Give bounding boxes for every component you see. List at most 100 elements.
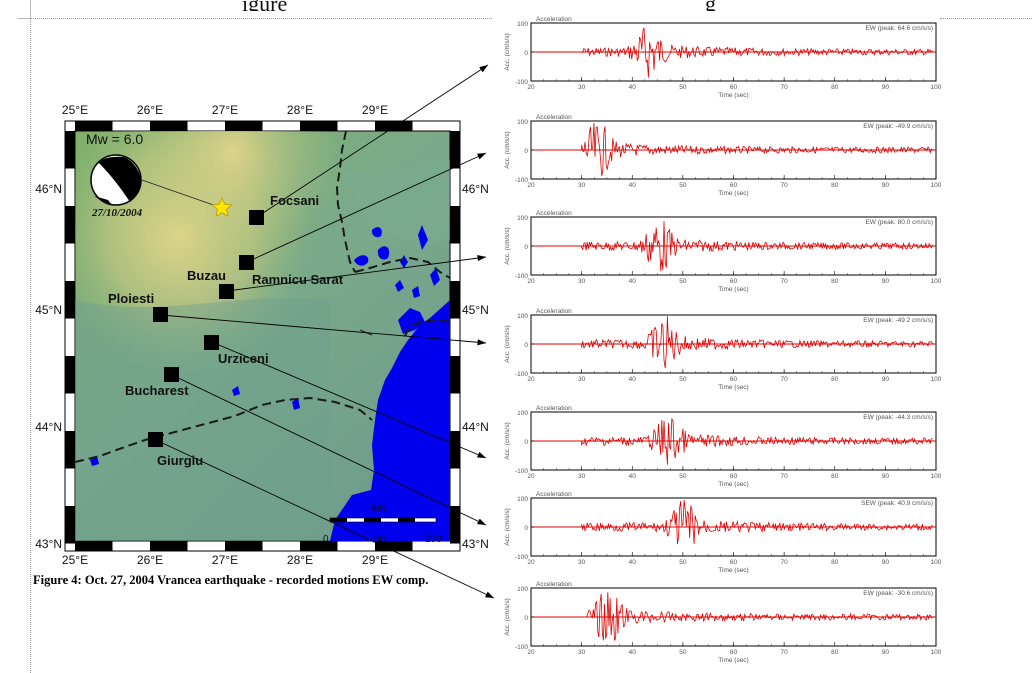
- svg-text:45°N: 45°N: [35, 303, 62, 317]
- leader-line: [256, 64, 489, 218]
- plot-giurgiu: Acceleration EW (peak: -30.6 cm/s/s) Acc. …: [504, 581, 942, 664]
- station-marker-focsani: [249, 210, 264, 225]
- lat-ticks-right: 46°N 45°N 44°N 43°N: [462, 182, 489, 551]
- leader-line: [246, 152, 487, 263]
- leader-lines: [155, 64, 495, 599]
- y-tick-label: 0: [524, 615, 528, 622]
- y-tick-label: 0: [524, 439, 528, 446]
- plot-title: Acceleration: [536, 210, 572, 217]
- acceleration-trace: [581, 499, 933, 545]
- x-tick-label: 90: [882, 376, 890, 383]
- x-tick-label: 50: [679, 182, 687, 189]
- y-tick-label: 0: [524, 525, 528, 532]
- x-tick-label: 60: [730, 649, 738, 656]
- x-tick-label: 100: [931, 649, 942, 656]
- x-tick-label: 100: [931, 84, 942, 91]
- acceleration-trace: [581, 316, 933, 369]
- x-tick-label: 50: [679, 376, 687, 383]
- header-fragment-right: g: [705, 0, 716, 11]
- acceleration-trace: [586, 592, 934, 641]
- plot-legend: EW (peak: -30.6 cm/s/s): [863, 590, 933, 597]
- y-tick-label: 100: [517, 586, 528, 593]
- x-tick-label: 40: [629, 473, 637, 480]
- arrow-head-icon: [477, 153, 486, 160]
- scale-tick-0: 0: [323, 534, 329, 545]
- y-tick-label: -100: [515, 644, 528, 651]
- x-tick-label: 40: [629, 182, 637, 189]
- x-tick-label: 70: [781, 84, 789, 91]
- y-tick-label: 100: [517, 313, 528, 320]
- x-tick-label: 90: [882, 84, 890, 91]
- y-tick-label: 100: [517, 215, 528, 222]
- plot-legend: SEW (peak: 40.9 cm/s/s): [861, 500, 933, 507]
- arrow-head-icon: [477, 518, 486, 525]
- svg-text:28°E: 28°E: [287, 103, 313, 117]
- svg-text:25°E: 25°E: [62, 553, 88, 567]
- page-top-guide-right: [940, 18, 1032, 19]
- city-label-ramnicu-sarat: Ramnicu Sarat: [252, 272, 344, 287]
- black-sea: [330, 300, 450, 541]
- plot-bucharest: Acceleration SEW (peak: 40.9 cm/s/s) Acc. …: [504, 491, 942, 574]
- leader-line: [160, 314, 487, 344]
- y-axis-label: Acc. (cm/s/s): [504, 131, 511, 169]
- plot-title: Acceleration: [536, 405, 572, 412]
- event-date-label: 27/10/2004: [91, 207, 143, 219]
- plot-urziceni: Acceleration EW (peak: -44.3 cm/s/s) Acc. …: [504, 405, 942, 488]
- y-tick-label: -100: [515, 177, 528, 184]
- x-axis-label: Time (sec): [718, 190, 748, 197]
- map-body: [75, 131, 450, 541]
- station-marker-ploiesti: [153, 307, 168, 322]
- city-label-focsani: Focsani: [270, 193, 319, 208]
- acceleration-trace: [581, 221, 933, 271]
- x-tick-label: 50: [679, 559, 687, 566]
- x-tick-label: 30: [578, 182, 586, 189]
- plot-title: Acceleration: [536, 581, 572, 588]
- figure-caption: Figure 4: Oct. 27, 2004 Vrancea earthqua…: [33, 573, 429, 587]
- x-axis-label: Time (sec): [718, 286, 748, 293]
- plot-buzau: Acceleration EW (peak: 80.0 cm/s/s) Acc. (…: [504, 210, 942, 293]
- x-tick-label: 50: [679, 278, 687, 285]
- y-tick-label: 0: [524, 244, 528, 251]
- plot-ploiesti: Acceleration EW (peak: -49.2 cm/s/s) Acc. …: [504, 308, 942, 391]
- y-axis-label: Acc. (cm/s/s): [504, 422, 511, 460]
- x-tick-label: 30: [578, 278, 586, 285]
- svg-text:45°N: 45°N: [462, 303, 489, 317]
- magnitude-label: Mw = 6.0: [86, 131, 143, 147]
- svg-text:43°N: 43°N: [462, 537, 489, 551]
- plot-legend: EW (peak: 80.0 cm/s/s): [865, 219, 933, 226]
- y-tick-label: -100: [515, 79, 528, 86]
- scale-tick-100: 100: [425, 534, 442, 545]
- leader-line: [226, 256, 487, 292]
- page-margin-guide: [30, 18, 31, 673]
- x-tick-label: 70: [781, 649, 789, 656]
- acceleration-trace: [581, 27, 933, 78]
- svg-text:29°E: 29°E: [362, 103, 388, 117]
- svg-text:46°N: 46°N: [35, 182, 62, 196]
- svg-text:28°E: 28°E: [287, 553, 313, 567]
- x-tick-label: 60: [730, 473, 738, 480]
- acceleration-trace: [581, 122, 933, 176]
- x-tick-label: 20: [527, 473, 535, 480]
- city-label-giurgiu: Giurgiu: [157, 453, 203, 468]
- plot-ramnicu-sarat: Acceleration EW (peak: -49.9 cm/s/s) Acc. …: [504, 114, 942, 197]
- svg-text:27°E: 27°E: [212, 103, 238, 117]
- svg-text:44°N: 44°N: [462, 420, 489, 434]
- y-axis-label: Acc. (cm/s/s): [504, 598, 511, 636]
- x-tick-label: 70: [781, 473, 789, 480]
- x-tick-label: 90: [882, 278, 890, 285]
- x-tick-label: 30: [578, 376, 586, 383]
- x-tick-label: 60: [730, 376, 738, 383]
- focal-mechanism: Mw = 6.0 27/10/2004: [86, 131, 223, 219]
- x-tick-label: 80: [831, 84, 839, 91]
- x-tick-label: 40: [629, 376, 637, 383]
- city-label-buzau: Buzau: [187, 268, 226, 283]
- x-tick-label: 90: [882, 559, 890, 566]
- x-tick-label: 80: [831, 559, 839, 566]
- x-tick-label: 20: [527, 84, 535, 91]
- stations: Focsani Ramnicu Sarat Buzau Ploiesti Urz…: [108, 193, 344, 468]
- station-marker-buzau: [219, 284, 234, 299]
- y-tick-label: -100: [515, 554, 528, 561]
- x-tick-label: 80: [831, 278, 839, 285]
- y-tick-label: 0: [524, 342, 528, 349]
